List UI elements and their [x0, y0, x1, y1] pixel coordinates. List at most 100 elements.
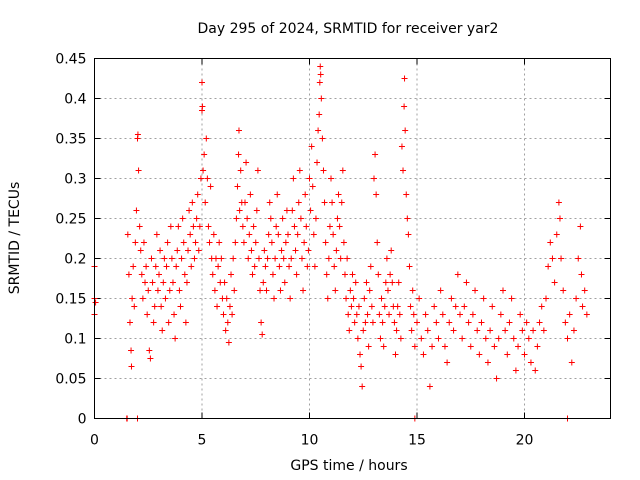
data-point	[381, 303, 388, 310]
data-point	[223, 295, 230, 302]
data-point	[476, 351, 483, 358]
data-point	[250, 223, 257, 230]
data-point	[225, 339, 232, 346]
data-point	[377, 335, 384, 342]
data-point	[183, 279, 190, 286]
data-point	[405, 231, 412, 238]
data-point	[168, 255, 175, 262]
y-tick-label: 0.45	[55, 52, 86, 68]
data-point	[272, 255, 279, 262]
data-point	[444, 359, 451, 366]
data-point	[411, 343, 418, 350]
data-point	[161, 255, 168, 262]
data-point	[547, 239, 554, 246]
data-point	[140, 239, 147, 246]
data-point	[416, 295, 423, 302]
data-point	[403, 191, 410, 198]
data-point	[330, 231, 337, 238]
data-point	[512, 367, 519, 374]
data-point	[282, 239, 289, 246]
data-point	[343, 295, 350, 302]
data-point	[414, 319, 420, 326]
data-point	[560, 287, 567, 294]
data-point	[159, 327, 166, 334]
data-point	[359, 383, 366, 390]
data-point	[265, 231, 272, 238]
data-point	[124, 231, 131, 238]
data-point	[575, 255, 582, 262]
data-point	[254, 167, 261, 174]
data-point	[235, 127, 242, 134]
data-point	[204, 175, 211, 182]
data-point	[324, 295, 331, 302]
data-point	[382, 279, 389, 286]
data-point	[304, 263, 311, 270]
data-point	[364, 311, 371, 318]
data-point	[519, 327, 526, 334]
data-point	[288, 255, 295, 262]
axis-ticks: 0 0.05 0.1 0.15 0.2 0.25 0.3 0.35 0.4 0.45 0 5 10 15 2…	[55, 52, 611, 449]
data-point	[562, 319, 569, 326]
data-point	[222, 327, 229, 334]
data-point	[171, 311, 178, 318]
data-point	[344, 255, 351, 262]
data-point	[239, 223, 246, 230]
data-point	[354, 335, 361, 342]
data-point	[271, 295, 278, 302]
data-point	[340, 239, 347, 246]
data-point	[298, 255, 305, 262]
data-point	[303, 223, 310, 230]
y-tick-label: 0.3	[64, 172, 86, 188]
data-point	[207, 183, 214, 190]
data-point	[144, 311, 151, 318]
data-point	[316, 111, 323, 118]
data-point	[164, 239, 171, 246]
data-point	[267, 215, 274, 222]
data-point	[534, 343, 541, 350]
data-point	[362, 319, 369, 326]
data-point	[369, 319, 376, 326]
data-point	[525, 335, 532, 342]
y-tick-label: 0.1	[64, 332, 86, 348]
data-point	[231, 287, 238, 294]
data-point	[418, 335, 425, 342]
data-point	[388, 247, 395, 254]
data-point	[154, 287, 161, 294]
data-point	[410, 311, 417, 318]
data-point	[92, 299, 99, 306]
data-point	[527, 359, 534, 366]
data-point	[454, 271, 461, 278]
data-point	[277, 287, 284, 294]
data-point	[202, 199, 209, 206]
data-point	[172, 335, 179, 342]
data-point	[578, 271, 585, 278]
data-point	[577, 223, 584, 230]
y-tick-label: 0.25	[55, 212, 86, 228]
data-point	[424, 327, 431, 334]
data-point	[530, 327, 537, 334]
x-tick-label: 15	[408, 433, 426, 449]
data-point	[350, 295, 357, 302]
data-point	[260, 279, 267, 286]
data-point	[291, 223, 298, 230]
data-point	[336, 223, 343, 230]
data-point	[189, 199, 196, 206]
data-point	[281, 279, 288, 286]
data-point	[240, 239, 247, 246]
data-point	[338, 199, 345, 206]
data-point	[332, 287, 339, 294]
data-point	[457, 311, 463, 318]
data-point	[263, 287, 270, 294]
data-point	[259, 331, 266, 338]
data-point	[215, 263, 222, 270]
data-point	[391, 319, 398, 326]
data-point	[287, 295, 294, 302]
data-point	[245, 255, 252, 262]
data-point	[237, 167, 244, 174]
data-point	[491, 343, 498, 350]
data-point	[153, 231, 160, 238]
data-point	[218, 255, 225, 262]
data-point	[137, 247, 144, 254]
data-point	[538, 303, 545, 310]
